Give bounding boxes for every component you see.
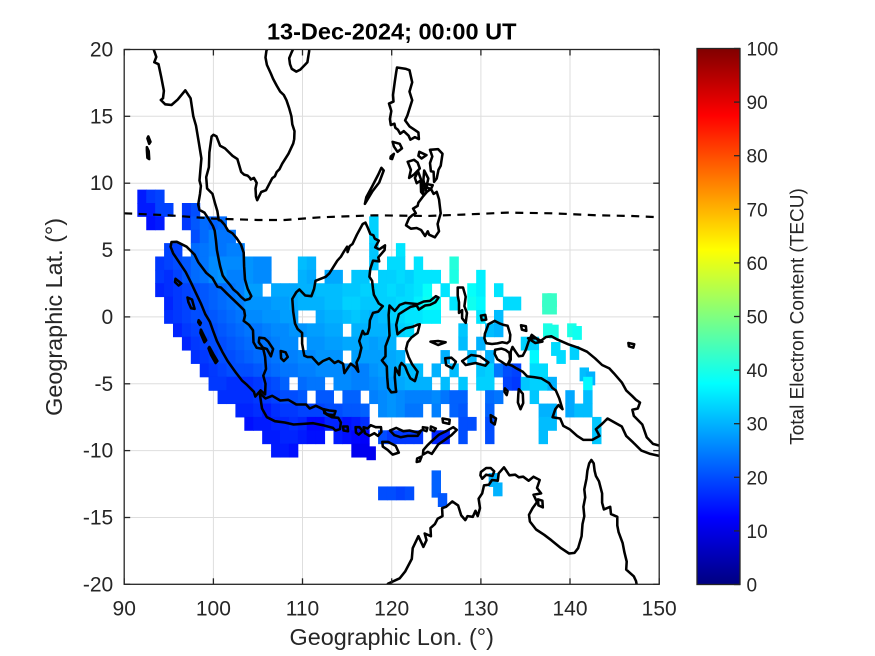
svg-text:10: 10 (747, 522, 768, 543)
svg-text:5: 5 (102, 239, 114, 262)
svg-text:13-Dec-2024; 00:00 UT: 13-Dec-2024; 00:00 UT (267, 19, 517, 45)
svg-text:Geographic Lat. (°): Geographic Lat. (°) (41, 218, 67, 416)
svg-text:120: 120 (374, 597, 409, 620)
svg-text:110: 110 (286, 597, 319, 620)
svg-text:Geographic Lon. (°): Geographic Lon. (°) (290, 624, 494, 650)
svg-text:30: 30 (747, 415, 768, 436)
svg-text:100: 100 (196, 597, 231, 620)
svg-text:40: 40 (747, 361, 768, 382)
svg-text:100: 100 (747, 40, 779, 61)
svg-text:10: 10 (90, 172, 113, 195)
svg-text:0: 0 (102, 306, 114, 329)
svg-text:90: 90 (747, 93, 768, 114)
svg-text:150: 150 (642, 597, 677, 620)
svg-text:80: 80 (747, 147, 768, 168)
svg-text:-15: -15 (83, 507, 113, 530)
svg-text:0: 0 (747, 576, 758, 597)
svg-text:70: 70 (747, 200, 768, 221)
svg-text:90: 90 (113, 597, 136, 620)
svg-text:15: 15 (90, 105, 113, 128)
svg-text:-20: -20 (83, 573, 113, 596)
svg-text:50: 50 (747, 308, 768, 329)
svg-text:-10: -10 (83, 440, 113, 463)
svg-text:Total Electron Content (TECU): Total Electron Content (TECU) (788, 188, 809, 445)
svg-text:140: 140 (552, 597, 587, 620)
svg-text:20: 20 (747, 468, 768, 489)
svg-text:20: 20 (90, 39, 113, 62)
svg-text:60: 60 (747, 254, 768, 275)
svg-text:-5: -5 (95, 373, 114, 396)
svg-text:130: 130 (463, 597, 498, 620)
